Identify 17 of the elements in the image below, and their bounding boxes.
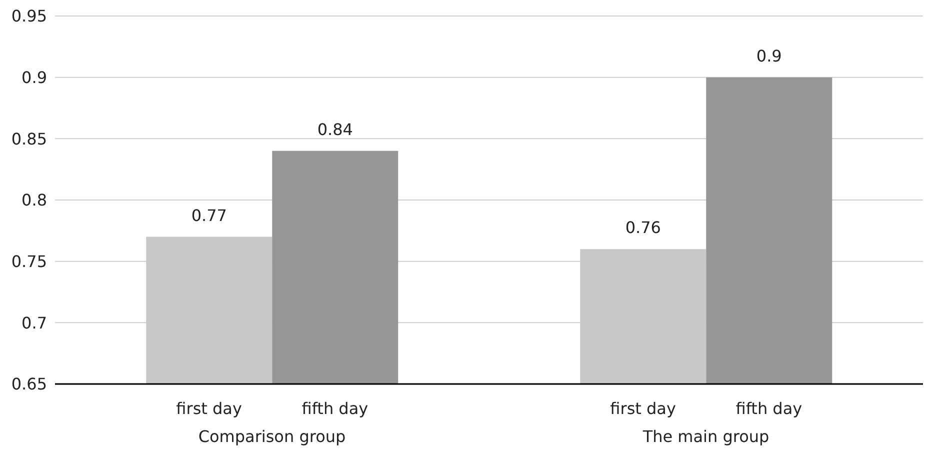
y-tick-label: 0.7 xyxy=(22,313,47,332)
x-tick-label: The main group xyxy=(642,427,770,446)
text: fifth day xyxy=(736,399,802,418)
y-tick-label: 0.9 xyxy=(22,68,47,88)
y-tick-label: 0.75 xyxy=(11,252,47,272)
data-label: 0.76 xyxy=(625,218,661,238)
series-label: first day xyxy=(176,399,242,418)
y-tick-label: 0.8 xyxy=(22,190,47,210)
y-tick-label: 0.85 xyxy=(11,129,47,148)
y-tick-label: 0.65 xyxy=(11,374,47,394)
data-label: 0.84 xyxy=(317,120,353,139)
series-label: fifth day xyxy=(302,399,368,418)
data-label: 0.77 xyxy=(191,206,227,225)
text: first day xyxy=(610,399,676,418)
x-tick-label: Comparison group xyxy=(198,427,346,446)
y-tick-label: 0.95 xyxy=(11,6,47,26)
data-label: 0.9 xyxy=(756,46,782,66)
